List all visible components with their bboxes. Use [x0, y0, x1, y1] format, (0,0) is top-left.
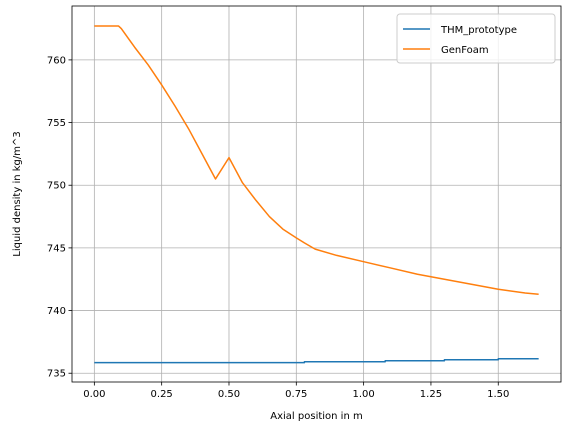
- legend-label-genfoam: GenFoam: [441, 45, 489, 56]
- ticks: 0.00 0.25 0.50 0.75 1.00 1.25 1.50 735 740 745 750…: [47, 55, 509, 400]
- x-tick-label: 1.50: [487, 389, 509, 400]
- legend-label-thm-prototype: THM_prototype: [440, 25, 517, 36]
- y-tick-label: 745: [47, 243, 66, 254]
- y-tick-label: 750: [47, 181, 66, 192]
- x-tick-label: 0.25: [151, 389, 173, 400]
- y-axis-label: Liquid density in kg/m^3: [12, 131, 23, 256]
- x-tick-label: 1.25: [420, 389, 442, 400]
- y-tick-label: 760: [47, 55, 66, 66]
- series-line-genfoam: [94, 25, 539, 296]
- x-tick-label: 0.00: [83, 389, 105, 400]
- x-tick-label: 0.50: [218, 389, 240, 400]
- legend-box: [396, 13, 556, 64]
- y-tick-label: 755: [47, 118, 66, 129]
- plot-frame: [71, 5, 562, 383]
- series-line-thm-prototype: [94, 358, 539, 364]
- y-tick-label: 740: [47, 306, 66, 317]
- x-axis-label: Axial position in m: [270, 411, 362, 422]
- y-tick-label: 735: [47, 369, 66, 380]
- x-tick-label: 0.75: [285, 389, 307, 400]
- x-tick-label: 1.00: [352, 389, 374, 400]
- legend: THM_prototype GenFoam: [396, 13, 556, 64]
- series-lines: [94, 25, 539, 364]
